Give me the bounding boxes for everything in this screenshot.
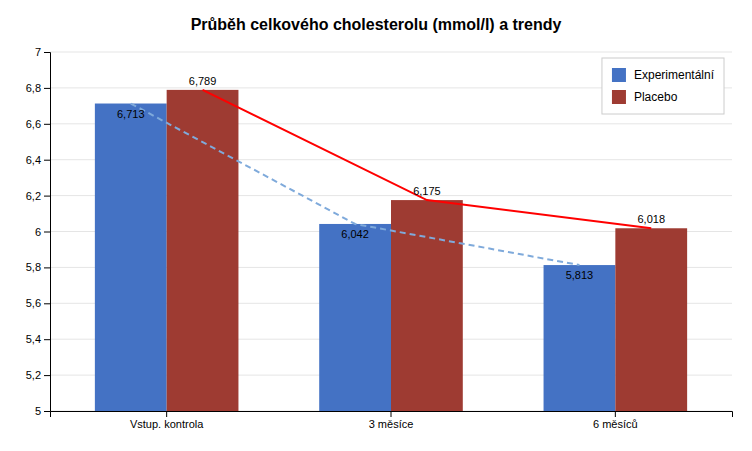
bar [615,228,687,411]
x-tick-mark [166,411,167,417]
y-tick: 6,4 [26,154,50,166]
x-tick: 6 měsíců [593,411,638,430]
y-axis: 5 5,2 5,4 5,6 5,8 6 6,2 6,4 6,6 6,8 7 [26,46,51,417]
x-tick: Vstup. kontrola [130,411,204,430]
y-tick: 5,2 [26,369,50,381]
y-tick-label: 5,2 [26,369,41,381]
trend-line [203,90,652,228]
y-tick-label: 7 [35,46,41,58]
data-label: 6,042 [341,228,369,240]
y-tick-mark [44,411,50,412]
x-tick-label: Vstup. kontrola [130,418,204,430]
y-tick: 6,8 [26,82,50,94]
title: Průběh celkového cholesterolu (mmol/l) a… [191,16,562,33]
x-tick-mark [391,411,392,417]
legend-swatch [612,90,626,104]
y-tick-label: 6,2 [26,190,41,202]
data-labels: 6,713 6,042 5,813 6,789 6,175 6,018 [117,75,665,281]
y-tick-mark [44,88,50,89]
y-tick-mark [44,232,50,233]
data-label: 5,813 [566,269,594,281]
bar [95,104,167,411]
bar [167,90,239,411]
y-tick: 6,6 [26,118,50,130]
data-label: 6,175 [413,185,441,197]
y-tick: 5,8 [26,261,50,273]
data-label: 6,018 [637,213,665,225]
y-tick: 6 [35,226,50,238]
y-tick-mark [44,196,50,197]
x-tick: 3 měsíce [369,411,414,430]
y-tick: 7 [35,46,50,58]
x-tick-mark [615,411,616,417]
y-tick-mark [44,267,50,268]
x-axis-line [51,412,733,418]
y-tick-label: 5,4 [26,333,41,345]
marks [95,90,687,411]
legend: Experimentální Placebo [602,58,724,114]
data-label: 6,713 [117,108,145,120]
bar [319,224,391,411]
y-tick-label: 5,6 [26,297,41,309]
y-tick-mark [44,160,50,161]
y-tick-mark [44,375,50,376]
y-tick-label: 5 [35,405,41,417]
y-tick: 5 [35,405,50,417]
y-tick-label: 6,6 [26,118,41,130]
y-tick: 5,4 [26,333,50,345]
y-tick-mark [44,52,50,53]
data-label: 6,789 [189,75,217,87]
grid-line [50,52,732,53]
bar [544,265,616,411]
y-tick-mark [44,303,50,304]
x-tick-label: 3 měsíce [369,418,414,430]
grid [50,52,732,411]
y-axis-line [44,53,51,412]
x-tick-label: 6 měsíců [593,418,638,430]
y-tick-label: 6,8 [26,82,41,94]
plot: 5 5,2 5,4 5,6 5,8 6 6,2 6,4 6,6 6,8 7 Vstup. kontro… [26,46,733,430]
y-tick-mark [44,339,50,340]
y-tick-mark [44,124,50,125]
bar-series [167,90,687,411]
y-tick: 5,6 [26,297,50,309]
legend-frame [602,58,724,114]
y-tick-label: 5,8 [26,261,41,273]
x-axis: Vstup. kontrola 3 měsíce 6 měsíců [51,411,733,430]
legend-swatch [612,68,626,82]
legend-label: Placebo [634,90,678,104]
y-tick-label: 6 [35,226,41,238]
legend-label: Experimentální [634,68,715,82]
y-tick: 6,2 [26,190,50,202]
chart: Průběh celkového cholesterolu (mmol/l) a… [0,0,752,451]
y-tick-label: 6,4 [26,154,41,166]
trend-line [131,104,580,266]
